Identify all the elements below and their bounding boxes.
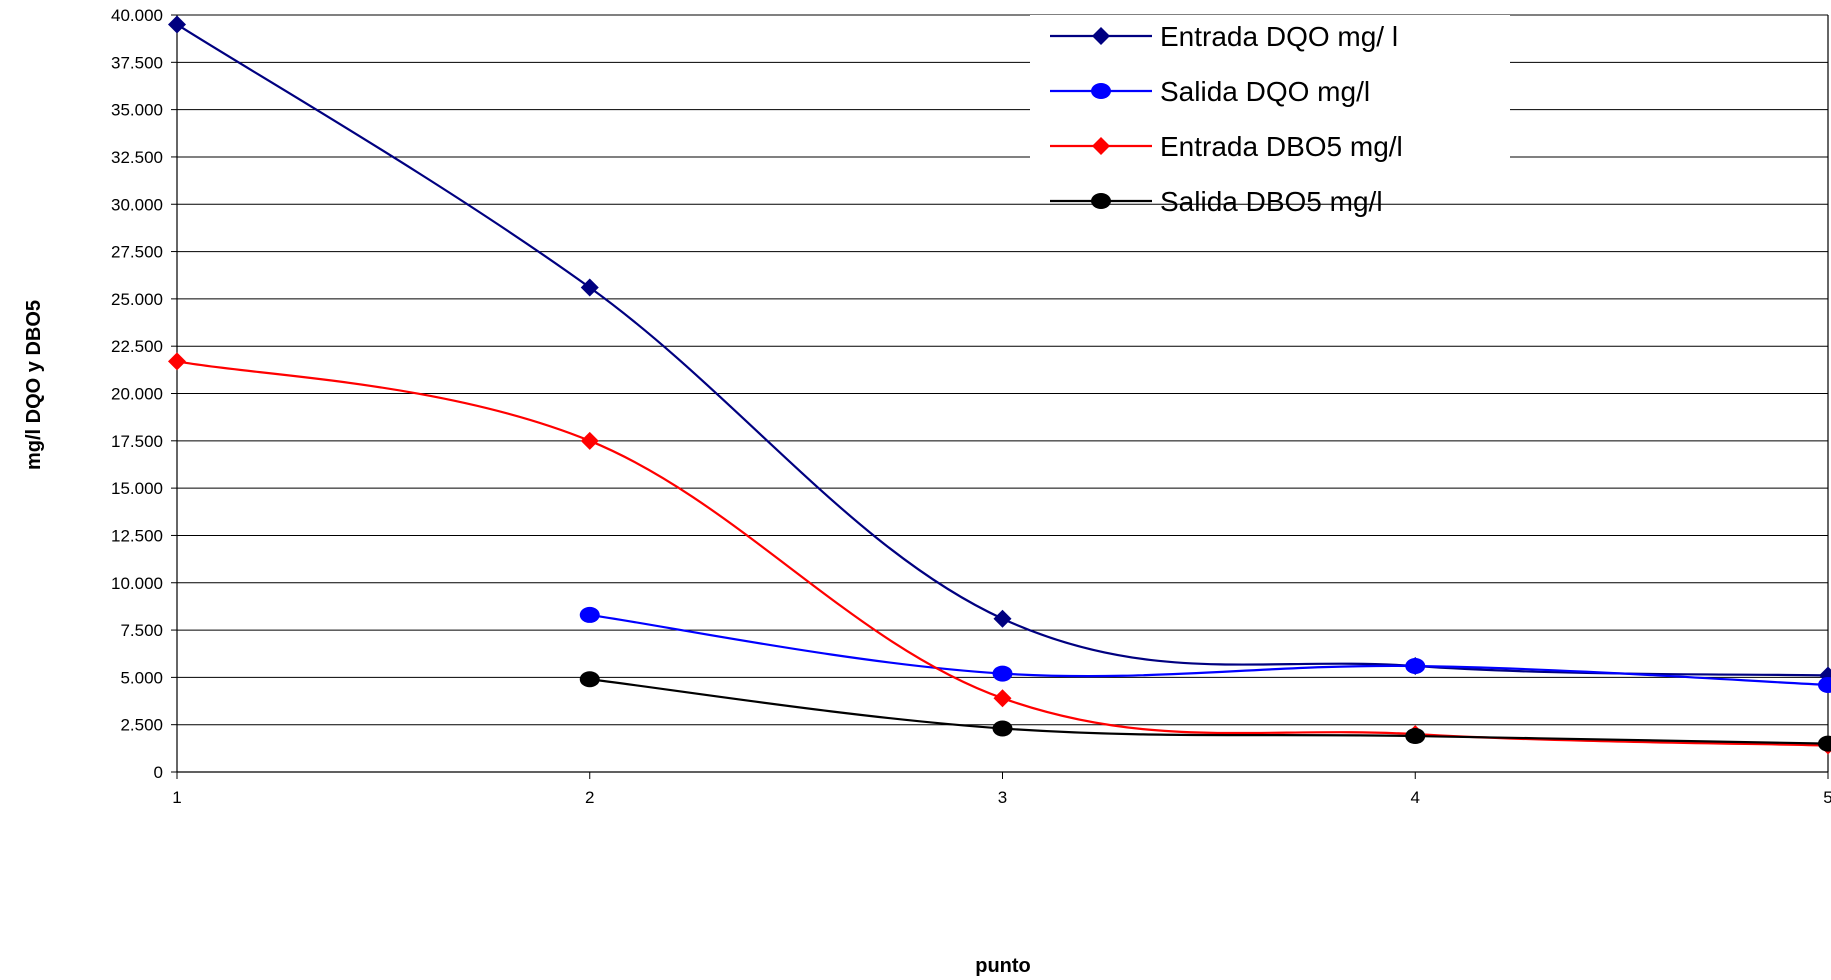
data-point <box>1405 728 1426 745</box>
series-line <box>589 613 1829 687</box>
y-tick-label: 22.500 <box>111 337 163 356</box>
y-tick-label: 35.000 <box>111 101 163 120</box>
data-point <box>168 15 186 34</box>
y-tick-label: 30.000 <box>111 195 163 214</box>
series-group <box>168 15 1831 755</box>
data-point <box>580 431 599 450</box>
legend-box <box>1030 15 1510 185</box>
series-2 <box>168 352 1831 755</box>
data-point <box>993 689 1012 708</box>
x-tick-label: 5 <box>1823 788 1831 807</box>
series-0 <box>168 15 1831 685</box>
y-tick-label: 25.000 <box>111 290 163 309</box>
data-point <box>992 665 1013 682</box>
y-tick-label: 0 <box>154 763 163 782</box>
legend-item: Entrada DQO mg/ l <box>1050 21 1398 52</box>
legend-marker <box>1091 83 1111 99</box>
legend-label: Salida DQO mg/l <box>1160 76 1370 107</box>
data-point <box>993 609 1012 628</box>
legend: Entrada DQO mg/ l Salida DQO mg/l Entrada … <box>1030 15 1510 217</box>
series-line <box>176 23 1829 677</box>
y-tick-label: 37.500 <box>111 53 163 72</box>
x-tick-label: 1 <box>172 788 181 807</box>
data-point <box>992 720 1013 737</box>
y-tick-label: 15.000 <box>111 479 163 498</box>
y-tick-label: 17.500 <box>111 432 163 451</box>
legend-marker <box>1091 193 1111 209</box>
data-point <box>1405 658 1426 675</box>
legend-item: Entrada DBO5 mg/l <box>1050 131 1403 162</box>
legend-item: Salida DBO5 mg/l <box>1050 186 1383 217</box>
data-point <box>1818 676 1831 693</box>
legend-item: Salida DQO mg/l <box>1050 76 1370 107</box>
y-tick-label: 27.500 <box>111 243 163 262</box>
x-tick-label: 2 <box>585 788 594 807</box>
legend-label: Salida DBO5 mg/l <box>1160 186 1383 217</box>
series-3 <box>579 671 1831 752</box>
y-axis-title: mg/l DQO y DBO5 <box>23 300 45 470</box>
data-point <box>579 606 600 623</box>
x-axis-ticks: 1 2 3 4 5 <box>172 772 1831 807</box>
x-axis-title: punto <box>975 955 1031 977</box>
y-tick-label: 20.000 <box>111 385 163 404</box>
y-tick-label: 32.500 <box>111 148 163 167</box>
y-tick-label: 40.000 <box>111 6 163 25</box>
y-axis-ticks: 0 2.500 5.000 7.500 10.000 12.500 15.000 17.500… <box>111 6 177 782</box>
y-tick-label: 12.500 <box>111 526 163 545</box>
legend-label: Entrada DBO5 mg/l <box>1160 131 1403 162</box>
gridlines <box>177 14 1828 773</box>
series-line <box>589 678 1829 745</box>
y-tick-label: 5.000 <box>120 668 163 687</box>
y-tick-label: 2.500 <box>120 716 163 735</box>
y-tick-label: 10.000 <box>111 574 163 593</box>
data-point <box>168 352 186 371</box>
data-point <box>1818 735 1831 752</box>
y-tick-label: 7.500 <box>120 621 163 640</box>
series-1 <box>579 606 1831 693</box>
data-point <box>580 278 599 297</box>
legend-label: Entrada DQO mg/ l <box>1160 21 1398 52</box>
series-line <box>176 360 1829 747</box>
x-tick-label: 4 <box>1411 788 1420 807</box>
legend-marker <box>1092 27 1110 45</box>
legend-marker <box>1092 137 1110 155</box>
x-tick-label: 3 <box>998 788 1007 807</box>
data-point <box>579 671 600 688</box>
